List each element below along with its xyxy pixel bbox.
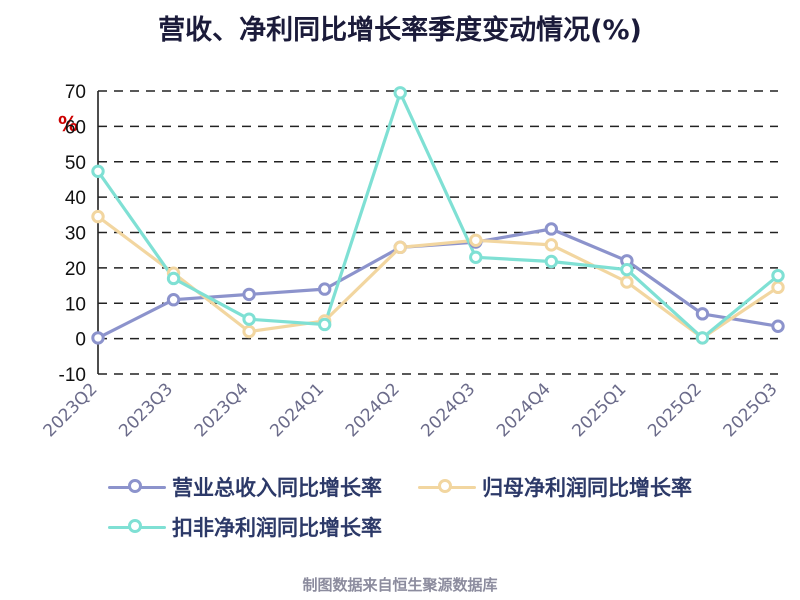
legend-label-deducted: 扣非净利润同比增长率: [172, 516, 382, 540]
x-axis-tick: 2025Q2: [644, 379, 706, 441]
legend-marker-revenue: [108, 477, 166, 497]
y-axis-tick: 60: [65, 117, 86, 138]
y-axis-tick: 0: [75, 330, 86, 351]
x-axis-tick: 2023Q3: [115, 379, 177, 441]
series-point-1-9: [771, 280, 785, 295]
legend-row-1: 营业总收入同比增长率 归母净利润同比增长率: [0, 472, 800, 502]
series-point-0-0: [91, 331, 105, 345]
x-axis-tick: 2024Q2: [342, 379, 404, 441]
legend-label-netprofit: 归母净利润同比增长率: [482, 476, 692, 500]
legend-item-deducted[interactable]: 扣非净利润同比增长率: [108, 512, 382, 542]
series-point-1-6: [544, 238, 559, 252]
series-point-2-0: [91, 164, 105, 179]
series-point-0-3: [317, 282, 332, 296]
series-point-0-8: [695, 307, 710, 321]
x-axis-tick: 2023Q4: [191, 379, 253, 441]
y-axis-tick: 70: [65, 82, 86, 103]
series-point-2-4: [393, 86, 407, 100]
series-point-0-9: [771, 319, 785, 333]
legend-item-netprofit[interactable]: 归母净利润同比增长率: [418, 472, 692, 502]
chart-source-note: 制图数据来自恒生聚源数据库: [302, 576, 498, 594]
x-axis-tick: 2024Q3: [417, 379, 479, 441]
y-axis-tick: 30: [65, 224, 86, 245]
series-point-2-2: [242, 312, 256, 326]
x-axis-tick: 2025Q1: [569, 379, 631, 441]
series-point-2-1: [166, 271, 181, 286]
legend-marker-netprofit: [418, 477, 476, 497]
series-line-2: [96, 91, 780, 340]
legend-row-2: 扣非净利润同比增长率: [0, 512, 800, 542]
x-axis-tick: 2023Q2: [40, 379, 102, 441]
x-axis-tick: 2025Q3: [720, 379, 782, 441]
series-point-0-1: [166, 293, 181, 307]
legend-marker-deducted: [108, 517, 166, 537]
series-point-2-3: [317, 317, 332, 332]
series-point-2-6: [544, 254, 559, 269]
chart-title: 营收、净利同比增长率季度变动情况(%): [158, 15, 642, 46]
series-point-1-4: [393, 240, 407, 255]
y-axis-label: %: [58, 112, 79, 136]
y-axis-tick: 10: [65, 294, 86, 315]
series-point-2-7: [620, 262, 634, 277]
chart-legend: 营业总收入同比增长率 归母净利润同比增长率 扣非净利润同比增长率: [0, 472, 800, 542]
series-point-2-9: [771, 268, 785, 283]
series-point-2-5: [469, 250, 483, 264]
series-point-1-7: [620, 275, 634, 289]
series-point-1-2: [242, 324, 256, 339]
series-point-0-2: [242, 287, 256, 302]
y-axis-tick: -10: [59, 365, 86, 386]
y-axis-tick: 50: [65, 153, 86, 174]
x-axis-tick: 2024Q1: [266, 379, 328, 441]
series-point-0-6: [544, 222, 559, 236]
series-point-1-0: [91, 209, 105, 224]
y-axis-tick: 40: [65, 188, 86, 209]
series-point-2-8: [695, 331, 710, 345]
y-axis-tick: 20: [65, 259, 86, 280]
series-line-1: [96, 215, 780, 340]
x-axis-tick: 2024Q4: [493, 379, 555, 441]
legend-label-revenue: 营业总收入同比增长率: [172, 476, 382, 500]
legend-item-revenue[interactable]: 营业总收入同比增长率: [108, 472, 382, 502]
series-point-1-5: [469, 233, 483, 247]
